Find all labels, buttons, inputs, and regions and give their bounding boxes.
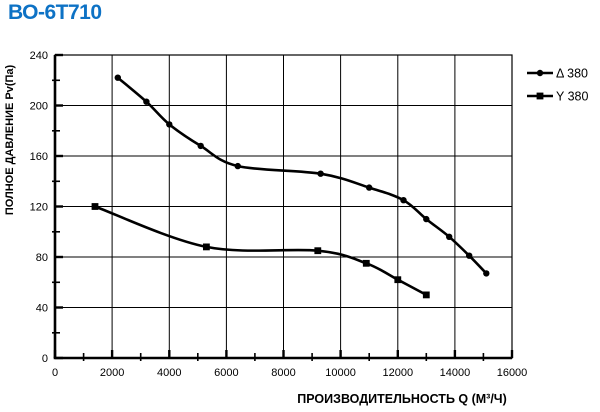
- x-tick-label: 6000: [214, 367, 238, 379]
- x-tick-label: 8000: [271, 367, 295, 379]
- x-tick-label: 4000: [157, 367, 181, 379]
- series-delta-380-marker: [114, 74, 122, 81]
- series-delta-380-marker: [197, 142, 204, 150]
- series-delta-380-marker: [143, 98, 150, 105]
- legend-delta-380-marker: [536, 69, 544, 77]
- series-delta-380-marker: [366, 184, 373, 191]
- y-tick-label: 200: [30, 101, 48, 113]
- legend-y-380-label: Y 380: [556, 90, 588, 104]
- series-y-380-line: [93, 205, 428, 297]
- legend-y-380-marker: [536, 92, 544, 100]
- x-tick-label: 12000: [383, 367, 414, 379]
- y-tick-label: 40: [36, 303, 48, 315]
- series-y-380-marker: [314, 247, 322, 255]
- series-delta-380-marker: [166, 121, 173, 128]
- series-delta-380-marker: [446, 233, 453, 240]
- y-tick-label: 120: [30, 202, 48, 214]
- x-tick-label: 16000: [497, 367, 528, 379]
- series-y-380-marker: [394, 276, 402, 284]
- x-tick-label: 0: [52, 367, 58, 379]
- y-tick-label: 0: [42, 353, 48, 365]
- series-delta-380-marker: [317, 170, 324, 177]
- legend-delta-380-label: Δ 380: [556, 67, 588, 81]
- series-delta-380-marker: [466, 252, 473, 259]
- y-axis-title: ПОЛНОЕ ДАВЛЕНИЕ Pv(Па): [4, 64, 16, 215]
- x-tick-label: 2000: [100, 367, 124, 379]
- y-tick-label: 160: [30, 151, 48, 163]
- y-tick-label: 240: [30, 50, 48, 62]
- series-delta-380-line: [116, 76, 488, 275]
- series-delta-380-marker: [423, 215, 430, 223]
- series-delta-380-marker: [234, 162, 241, 170]
- y-tick-label: 80: [36, 252, 48, 264]
- x-tick-label: 10000: [325, 367, 356, 379]
- x-tick-label: 14000: [440, 367, 471, 379]
- series-y-380-marker: [362, 259, 370, 267]
- series-delta-380-marker: [400, 197, 407, 204]
- series-y-380-marker: [91, 203, 99, 210]
- series-y-380-marker: [422, 291, 430, 299]
- series-delta-380-marker: [483, 270, 490, 277]
- x-axis-title: ПРОИЗВОДИТЕЛЬНОСТЬ Q (М³/Ч): [297, 392, 507, 406]
- page-title: ВО-6Т710: [8, 1, 102, 24]
- series-y-380-marker: [203, 243, 210, 251]
